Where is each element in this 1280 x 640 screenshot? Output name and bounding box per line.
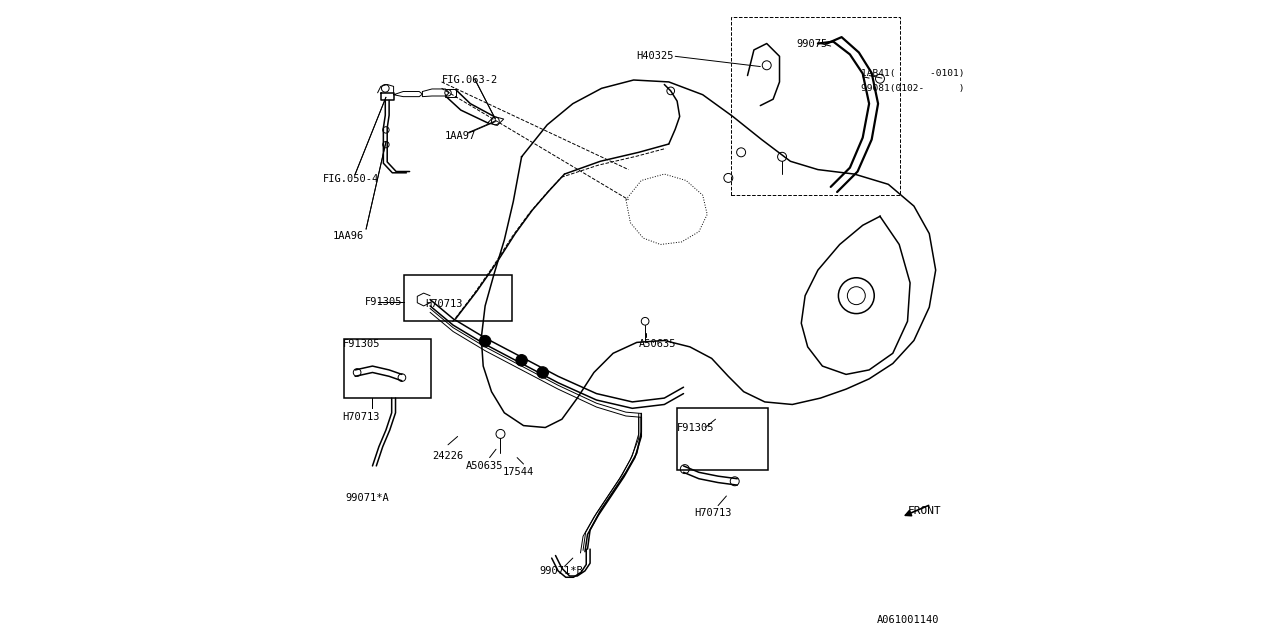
Bar bbox=[731, 17, 901, 195]
Circle shape bbox=[483, 339, 488, 344]
Text: 1AA97: 1AA97 bbox=[445, 131, 476, 141]
Text: 1AA96: 1AA96 bbox=[333, 230, 364, 241]
Text: 99075: 99075 bbox=[796, 38, 828, 49]
Text: A50635: A50635 bbox=[466, 461, 503, 471]
Text: FIG.050-4: FIG.050-4 bbox=[323, 174, 379, 184]
Text: F91305: F91305 bbox=[365, 297, 402, 307]
Circle shape bbox=[540, 370, 545, 375]
Text: FIG.063-2: FIG.063-2 bbox=[442, 75, 498, 85]
Text: H70713: H70713 bbox=[425, 299, 463, 309]
Text: F91305: F91305 bbox=[343, 339, 380, 349]
Text: H40325: H40325 bbox=[636, 51, 673, 61]
Bar bbox=[404, 275, 512, 321]
Text: A50635: A50635 bbox=[639, 339, 676, 349]
Text: H70713: H70713 bbox=[694, 508, 732, 518]
Text: 24226: 24226 bbox=[433, 451, 463, 461]
Text: 99071*B: 99071*B bbox=[539, 566, 582, 576]
Text: F91305: F91305 bbox=[677, 422, 714, 433]
Text: FRONT: FRONT bbox=[908, 506, 941, 516]
Circle shape bbox=[480, 335, 492, 347]
Text: 99071*A: 99071*A bbox=[346, 493, 389, 503]
Text: H70713: H70713 bbox=[343, 412, 380, 422]
Circle shape bbox=[520, 358, 525, 363]
Text: 1AB41(      -0101): 1AB41( -0101) bbox=[860, 69, 964, 78]
Circle shape bbox=[538, 367, 549, 378]
Circle shape bbox=[516, 355, 527, 366]
Text: 17544: 17544 bbox=[502, 467, 534, 477]
Bar bbox=[677, 408, 768, 470]
Text: 99081(0102-      ): 99081(0102- ) bbox=[860, 84, 964, 93]
Bar bbox=[344, 339, 430, 398]
Text: A061001140: A061001140 bbox=[877, 614, 940, 625]
